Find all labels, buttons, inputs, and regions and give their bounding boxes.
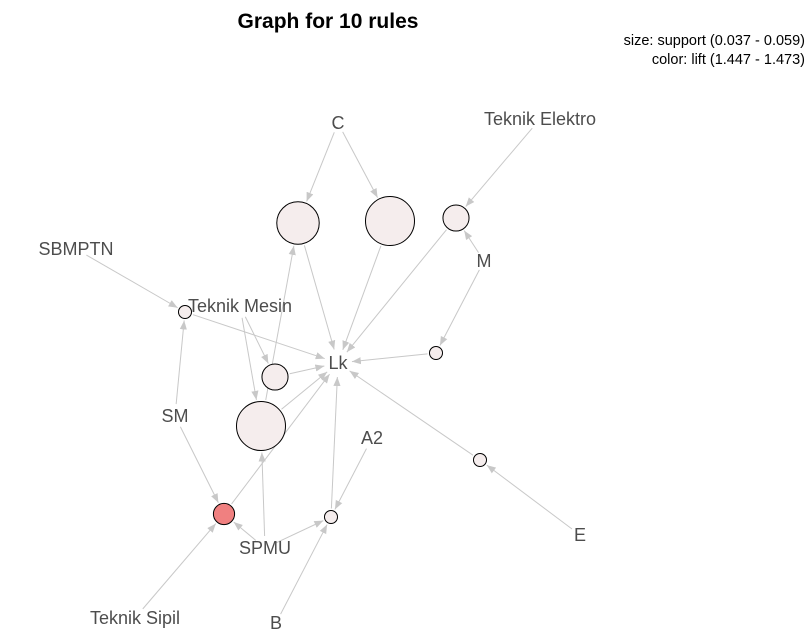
edge-SM-to-r9 [179,426,219,503]
edges-layer [86,127,573,615]
rule-node-r1[interactable] [276,201,320,245]
item-label-e[interactable]: E [574,525,586,545]
edge-r10-to-Lk [330,376,341,509]
edge-r5-to-Lk [351,353,428,365]
edge-M-to-r3 [463,230,479,253]
item-label-c[interactable]: C [332,113,345,133]
rule-node-r3[interactable] [442,204,470,232]
edge-SB-to-r4 [86,254,178,309]
edge-SPMU-to-r7 [258,452,266,537]
rule-node-r4[interactable] [178,305,192,319]
rule-node-r5[interactable] [429,346,443,360]
edge-M-to-r5 [439,269,480,346]
item-label-te[interactable]: Teknik Elektro [484,109,596,129]
edge-A2-to-r10 [334,448,367,510]
rule-node-r9[interactable] [212,502,236,526]
item-label-a2[interactable]: A2 [361,428,383,448]
edge-SPMU-to-r10 [275,520,324,544]
edge-SPMU-to-r9 [233,521,257,541]
item-label-sm[interactable]: SM [162,406,189,426]
edge-C-to-r2 [342,131,379,198]
edge-r1-to-Lk [303,245,336,350]
edge-r7-to-Lk [281,371,328,410]
rule-node-r8[interactable] [473,453,487,467]
edge-r6-to-Lk [289,364,325,375]
item-label-spmu[interactable]: SPMU [239,538,291,558]
edge-r3-to-Lk [346,229,447,353]
item-label-ts[interactable]: Teknik Sipil [90,608,180,628]
edge-TE-to-r3 [465,127,533,207]
item-label-sb[interactable]: SBMPTN [38,239,113,259]
item-label-b[interactable]: B [270,613,282,633]
edge-C-to-r1 [306,132,335,202]
edge-r2-to-Lk [342,245,382,351]
rule-node-r2[interactable] [365,196,415,246]
rules-layer [178,196,487,526]
edge-E-to-r8 [486,464,573,530]
item-label-tm[interactable]: Teknik Mesin [188,296,292,316]
edge-SM-to-r4 [175,320,187,405]
edge-TM-to-r6 [244,316,269,364]
rule-node-r10[interactable] [324,510,338,524]
edge-r4-to-Lk [192,314,325,360]
edge-B-to-r10 [280,524,328,615]
graph-title: Graph for 10 rules [238,10,419,33]
legend-color: color: lift (1.447 - 1.473) [652,52,805,68]
legend-size: size: support (0.037 - 0.059) [624,33,805,49]
rule-node-r6[interactable] [261,363,289,391]
edge-TS-to-r9 [142,523,217,610]
item-label-lk[interactable]: Lk [328,353,348,373]
rule-node-r7[interactable] [236,401,286,451]
item-label-m[interactable]: M [477,251,492,271]
edge-r8-to-Lk [349,370,474,456]
edge-TM-to-r7 [241,317,259,400]
items-layer: C Teknik Elektro SBMPTN M Teknik Mesin Lk SM A2… [38,109,596,633]
